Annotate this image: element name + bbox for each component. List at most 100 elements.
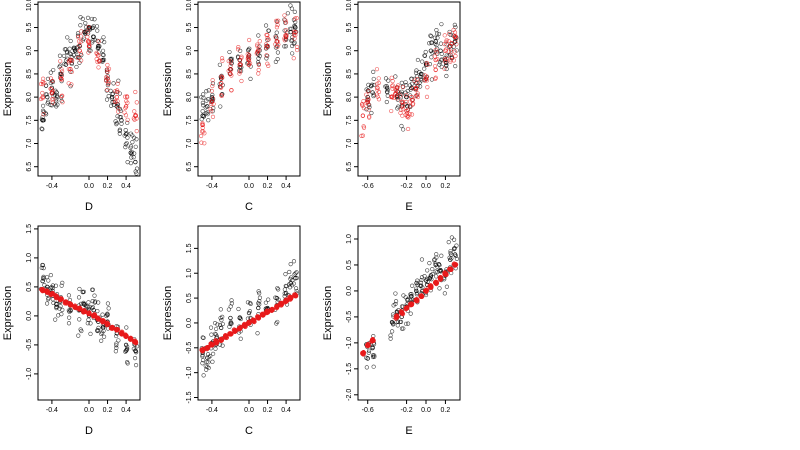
data-point xyxy=(436,31,442,37)
data-point xyxy=(284,32,289,38)
data-point xyxy=(95,28,100,33)
data-point xyxy=(275,22,280,28)
x-tick-label: 0.2 xyxy=(441,183,451,190)
data-point xyxy=(205,96,211,102)
data-point xyxy=(76,333,81,338)
data-point xyxy=(291,29,296,34)
y-tick-label: 9.0 xyxy=(186,46,193,56)
data-point xyxy=(275,50,281,55)
data-point xyxy=(263,300,268,305)
data-point xyxy=(205,355,210,360)
data-point xyxy=(438,48,443,53)
data-point xyxy=(40,94,45,100)
data-point xyxy=(68,307,73,313)
data-point xyxy=(374,92,380,97)
data-point xyxy=(399,123,404,129)
data-point xyxy=(57,53,63,58)
data-point xyxy=(409,293,414,299)
data-point xyxy=(451,27,456,33)
x-tick-label: 0.2 xyxy=(441,407,451,414)
data-point xyxy=(206,118,211,123)
data-point xyxy=(265,61,270,66)
data-point xyxy=(218,336,224,343)
data-point xyxy=(220,58,225,63)
data-point xyxy=(424,94,430,99)
data-point xyxy=(375,85,380,90)
y-tick-label: 10.0 xyxy=(26,0,33,11)
data-point xyxy=(433,39,438,44)
data-point xyxy=(67,46,72,51)
data-point xyxy=(283,44,289,49)
data-point xyxy=(283,272,288,277)
data-point xyxy=(389,75,394,80)
data-point xyxy=(403,80,408,85)
y-axis-title: Expression xyxy=(322,286,334,340)
data-point xyxy=(275,286,280,291)
data-point xyxy=(58,63,63,68)
data-point xyxy=(59,67,64,72)
x-tick-label: 0.2 xyxy=(103,183,113,190)
data-point xyxy=(452,22,457,27)
data-point xyxy=(117,128,122,133)
data-point xyxy=(452,246,457,251)
data-point xyxy=(74,64,79,70)
data-point xyxy=(366,97,371,102)
data-point xyxy=(442,66,447,71)
data-point xyxy=(423,278,429,283)
data-point xyxy=(82,30,87,35)
data-point xyxy=(206,88,211,93)
data-point xyxy=(54,93,60,98)
y-tick-label: -1.0 xyxy=(26,368,33,380)
data-point xyxy=(133,348,138,353)
data-point xyxy=(227,67,232,72)
data-point xyxy=(291,56,296,61)
data-point xyxy=(432,279,439,286)
x-axis-title: C xyxy=(245,201,253,213)
data-point xyxy=(123,349,128,354)
x-tick-label: 0.2 xyxy=(263,407,273,414)
data-point xyxy=(257,295,263,300)
data-point xyxy=(85,304,90,309)
x-axis-title: D xyxy=(85,425,93,437)
data-point xyxy=(122,94,128,99)
data-point xyxy=(113,119,118,124)
data-point xyxy=(115,99,120,104)
data-point xyxy=(428,33,433,38)
data-point xyxy=(105,62,110,68)
data-point xyxy=(100,318,106,325)
data-point xyxy=(104,97,110,102)
y-axis-title: Expression xyxy=(162,62,174,116)
data-point xyxy=(370,90,375,95)
data-point xyxy=(41,112,46,117)
data-point xyxy=(219,325,224,331)
data-point xyxy=(393,301,398,307)
data-point xyxy=(422,274,427,279)
data-point xyxy=(89,16,95,22)
y-tick-label: 7.0 xyxy=(186,139,193,149)
y-tick-label: 6.5 xyxy=(26,162,33,172)
data-point xyxy=(218,104,223,109)
data-point xyxy=(78,34,83,39)
data-point xyxy=(204,367,209,372)
data-point xyxy=(60,280,65,285)
y-tick-label: -0.5 xyxy=(26,339,33,351)
data-point xyxy=(123,132,129,137)
data-point xyxy=(123,142,128,147)
data-point xyxy=(109,324,115,331)
data-point xyxy=(211,351,216,356)
data-point xyxy=(78,51,83,56)
data-point xyxy=(429,55,434,60)
data-point xyxy=(115,114,120,119)
data-point xyxy=(257,39,262,44)
data-point xyxy=(106,79,111,84)
data-point xyxy=(105,312,110,317)
data-point xyxy=(290,51,295,56)
data-point xyxy=(83,21,88,26)
data-point xyxy=(433,41,438,46)
data-point xyxy=(430,266,435,272)
data-point xyxy=(96,65,101,70)
data-point xyxy=(433,47,438,53)
data-point xyxy=(105,69,110,74)
y-tick-label: 9.5 xyxy=(346,23,353,33)
data-point xyxy=(202,141,207,146)
